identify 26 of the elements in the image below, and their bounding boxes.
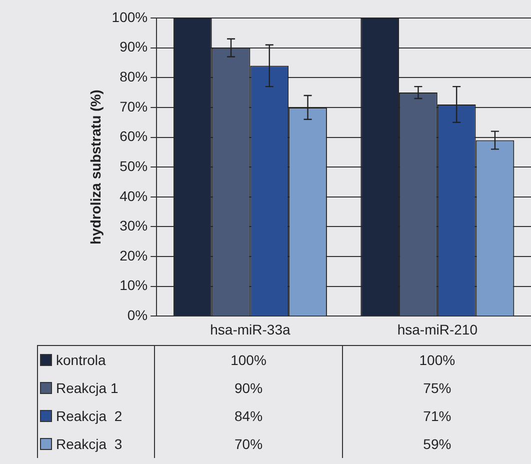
y-tick-label: 40%	[120, 188, 148, 204]
y-tick-label: 10%	[120, 277, 148, 294]
x-tick-label: hsa-miR-210	[397, 321, 478, 338]
data-label: 90%	[154, 374, 343, 402]
y-tick-label: 60%	[120, 128, 148, 144]
y-tick-label: 90%	[120, 38, 148, 55]
legend-label: Reakcja 1	[38, 374, 154, 402]
legend-label: Reakcja 3	[38, 430, 154, 458]
data-label: 75%	[342, 374, 531, 402]
data-label: 71%	[342, 402, 531, 430]
data-label: 59%	[342, 430, 531, 458]
y-tick-label: 70%	[120, 98, 148, 114]
y-tick-label: 100%	[112, 8, 148, 25]
data-label: 84%	[154, 402, 343, 430]
data-label: 70%	[154, 430, 343, 458]
y-tick-label: 0%	[127, 307, 148, 324]
x-tick-label: hsa-miR-33a	[210, 321, 290, 338]
y-tick-label: 80%	[120, 68, 148, 84]
y-tick-label: 30%	[120, 218, 148, 234]
legend-label: Reakcja 2	[38, 402, 154, 430]
data-label: 100%	[154, 346, 343, 374]
y-axis-title: hydroliza substratu (%)	[87, 90, 104, 244]
data-label: 100%	[342, 346, 531, 374]
legend-label: kontrola	[38, 346, 154, 374]
y-tick-label: 50%	[120, 158, 148, 174]
y-tick-label: 20%	[120, 247, 148, 264]
